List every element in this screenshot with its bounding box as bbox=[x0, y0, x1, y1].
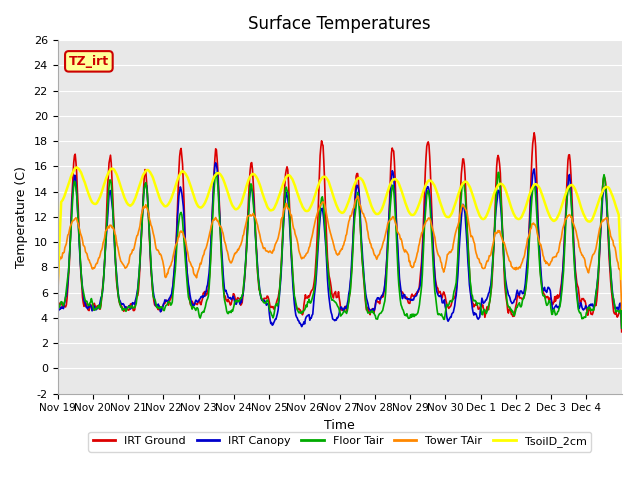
Title: Surface Temperatures: Surface Temperatures bbox=[248, 15, 431, 33]
TsoilD_2cm bbox=[399, 191, 406, 197]
Tower TAir bbox=[120, 263, 127, 268]
IRT Ground bbox=[398, 289, 406, 295]
IRT Canopy bbox=[399, 296, 406, 301]
IRT Canopy bbox=[54, 326, 61, 332]
TsoilD_2cm bbox=[120, 195, 128, 201]
Floor Tair bbox=[398, 304, 406, 310]
IRT Ground bbox=[252, 222, 259, 228]
Floor Tair bbox=[54, 325, 61, 331]
Line: IRT Canopy: IRT Canopy bbox=[58, 163, 621, 329]
IRT Canopy bbox=[212, 160, 220, 166]
TsoilD_2cm bbox=[54, 283, 61, 289]
Text: TZ_irt: TZ_irt bbox=[69, 55, 109, 68]
Line: TsoilD_2cm: TsoilD_2cm bbox=[58, 168, 621, 286]
IRT Canopy bbox=[618, 325, 625, 331]
Floor Tair bbox=[252, 230, 259, 236]
IRT Canopy bbox=[274, 311, 282, 316]
Tower TAir bbox=[399, 242, 406, 248]
Tower TAir bbox=[223, 249, 231, 254]
Line: Floor Tair: Floor Tair bbox=[58, 172, 621, 328]
TsoilD_2cm bbox=[225, 191, 232, 196]
TsoilD_2cm bbox=[274, 198, 282, 204]
Floor Tair bbox=[495, 169, 502, 175]
IRT Ground bbox=[531, 130, 538, 136]
Tower TAir bbox=[54, 301, 61, 307]
IRT Ground bbox=[429, 248, 437, 253]
Legend: IRT Ground, IRT Canopy, Floor Tair, Tower TAir, TsoilD_2cm: IRT Ground, IRT Canopy, Floor Tair, Towe… bbox=[88, 432, 591, 452]
Floor Tair bbox=[273, 301, 280, 307]
IRT Canopy bbox=[430, 262, 438, 268]
Floor Tair bbox=[618, 325, 625, 331]
Floor Tair bbox=[120, 306, 127, 312]
IRT Ground bbox=[618, 329, 625, 335]
Tower TAir bbox=[354, 193, 362, 199]
Tower TAir bbox=[618, 306, 625, 312]
Tower TAir bbox=[252, 215, 259, 221]
Tower TAir bbox=[273, 239, 280, 244]
IRT Canopy bbox=[252, 243, 260, 249]
Floor Tair bbox=[223, 310, 231, 316]
IRT Canopy bbox=[120, 301, 127, 307]
IRT Ground bbox=[273, 299, 280, 304]
Y-axis label: Temperature (C): Temperature (C) bbox=[15, 166, 28, 268]
X-axis label: Time: Time bbox=[324, 419, 355, 432]
Line: Tower TAir: Tower TAir bbox=[58, 196, 621, 309]
Tower TAir bbox=[430, 232, 438, 238]
TsoilD_2cm bbox=[252, 174, 260, 180]
Line: IRT Ground: IRT Ground bbox=[58, 133, 621, 332]
IRT Canopy bbox=[225, 295, 232, 300]
IRT Ground bbox=[223, 299, 231, 304]
IRT Ground bbox=[120, 308, 127, 314]
IRT Ground bbox=[54, 320, 61, 326]
Floor Tair bbox=[429, 265, 437, 271]
TsoilD_2cm bbox=[73, 165, 81, 170]
TsoilD_2cm bbox=[430, 182, 438, 188]
TsoilD_2cm bbox=[618, 276, 625, 282]
